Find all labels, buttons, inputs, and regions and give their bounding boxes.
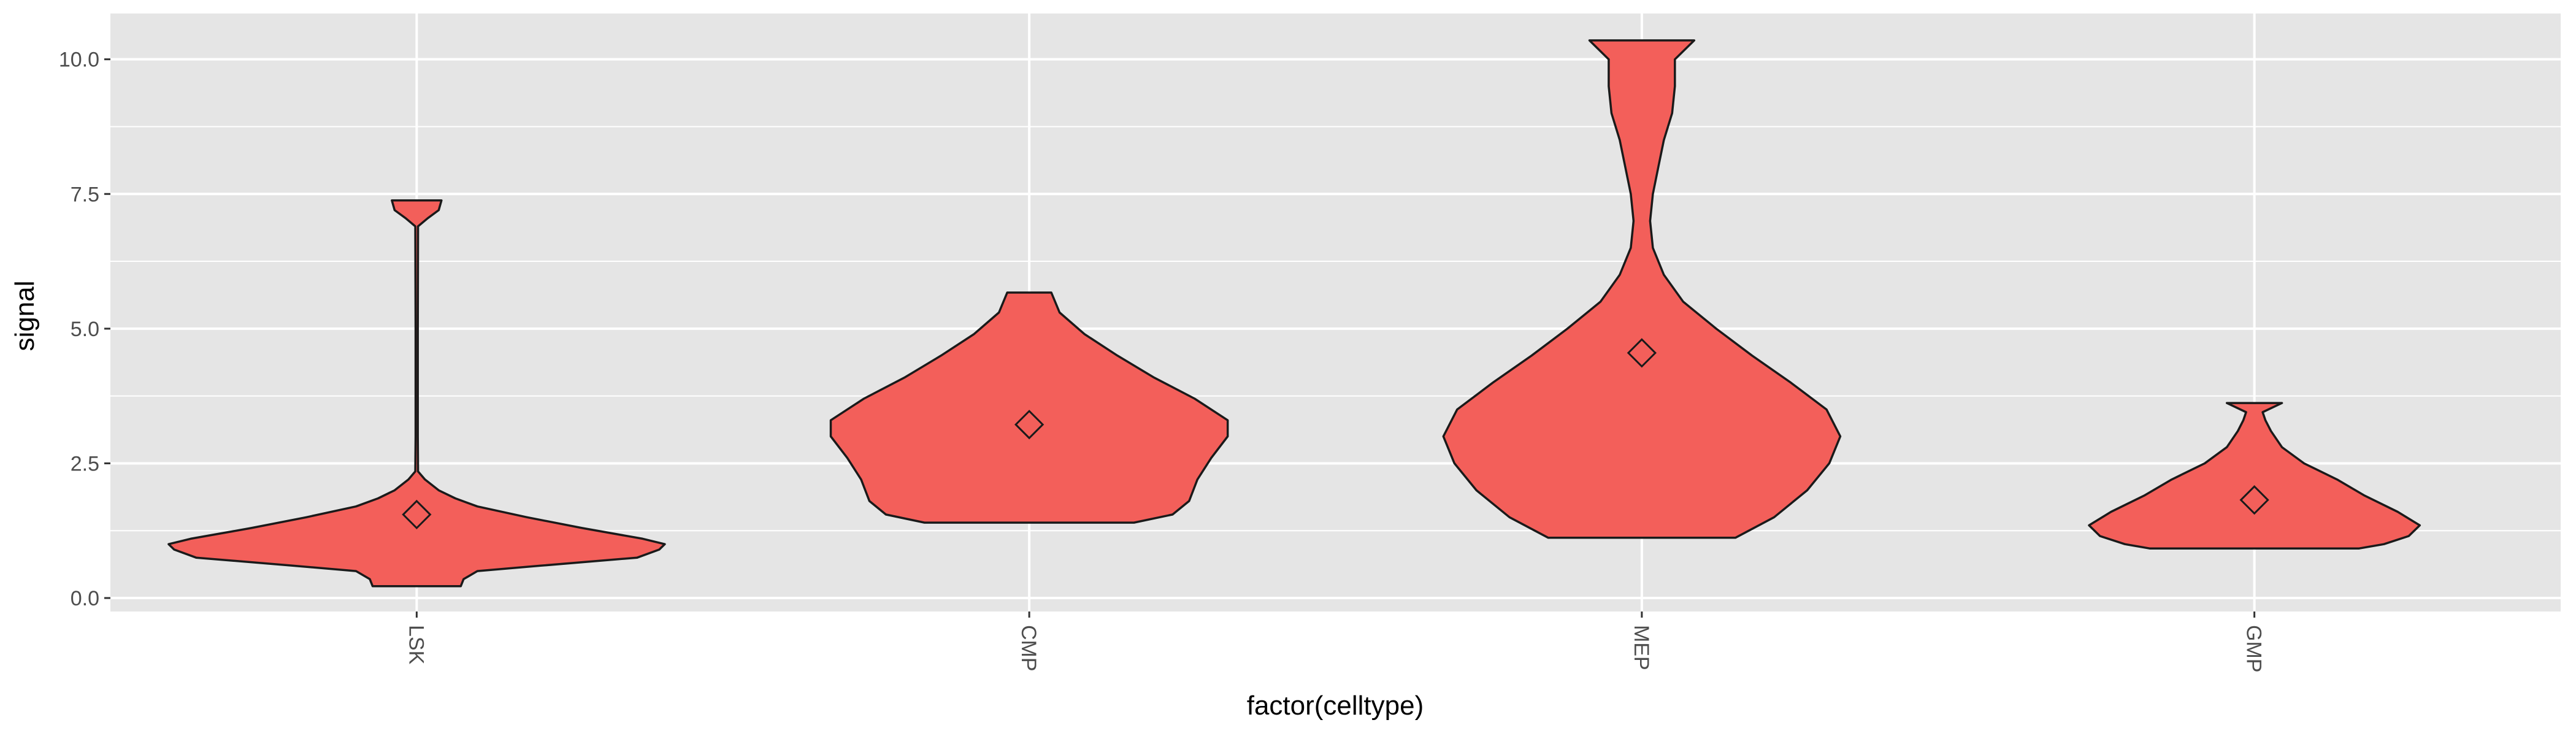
y-axis: 0.0 2.5 5.0 7.5 10.0 [59, 48, 110, 610]
mean-marker-lsk [402, 499, 432, 530]
violin-cmp [829, 291, 1229, 524]
y-tick-label: 2.5 [71, 452, 99, 475]
violin-lsk [167, 199, 666, 588]
y-tick-label: 0.0 [71, 587, 99, 610]
violin-mep [1442, 39, 1842, 539]
y-tick-label: 7.5 [71, 183, 99, 206]
y-axis-title: signal [10, 281, 40, 351]
mean-markers [402, 338, 2269, 530]
y-tick-label: 10.0 [59, 48, 99, 72]
x-tick-label-cmp: CMP [1017, 625, 1040, 672]
violins [167, 39, 2421, 588]
x-tick-label-mep: MEP [1630, 625, 1653, 670]
mean-marker-mep [1627, 338, 1657, 368]
y-tick-label: 5.0 [71, 318, 99, 341]
x-axis: LSK CMP MEP GMP [404, 611, 2266, 672]
x-tick-label-gmp: GMP [2242, 625, 2266, 672]
violin-gmp [2088, 402, 2421, 550]
mean-marker-cmp [1014, 410, 1045, 440]
x-tick-label-lsk: LSK [404, 625, 427, 665]
x-axis-title: factor(celltype) [1247, 691, 1424, 721]
mean-marker-gmp [2239, 485, 2269, 515]
